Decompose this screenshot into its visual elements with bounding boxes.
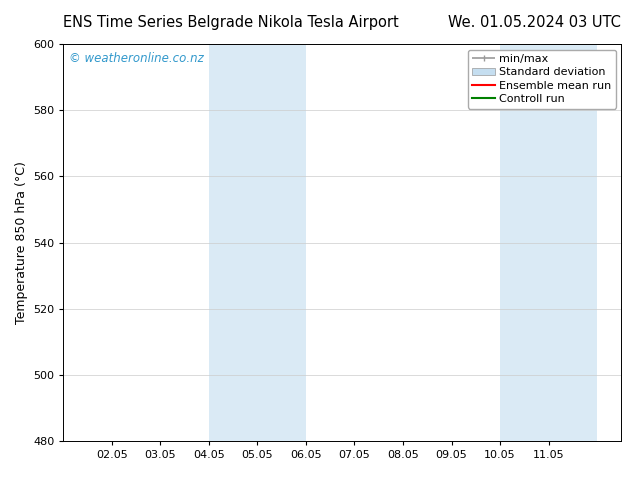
Y-axis label: Temperature 850 hPa (°C): Temperature 850 hPa (°C): [15, 161, 27, 324]
Bar: [257, 44, 306, 441]
Bar: [500, 44, 548, 441]
Text: We. 01.05.2024 03 UTC: We. 01.05.2024 03 UTC: [448, 15, 621, 30]
Text: ENS Time Series Belgrade Nikola Tesla Airport: ENS Time Series Belgrade Nikola Tesla Ai…: [63, 15, 399, 30]
Bar: [209, 44, 257, 441]
Legend: min/max, Standard deviation, Ensemble mean run, Controll run: min/max, Standard deviation, Ensemble me…: [468, 49, 616, 109]
Text: © weatheronline.co.nz: © weatheronline.co.nz: [69, 52, 204, 65]
Bar: [548, 44, 597, 441]
